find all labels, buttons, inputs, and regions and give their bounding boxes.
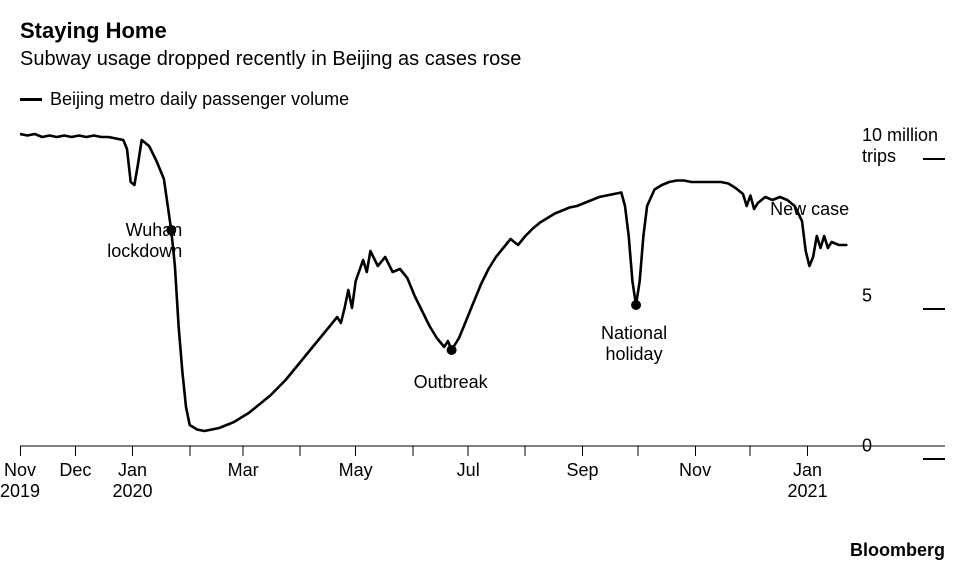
x-tick: Jan2020 xyxy=(112,446,152,502)
chart-svg xyxy=(20,116,945,448)
attribution-label: Bloomberg xyxy=(850,540,945,561)
x-tick-sublabel: 2019 xyxy=(0,481,40,502)
annotation-label: Wuhanlockdown xyxy=(107,220,182,262)
x-tick-mark xyxy=(355,446,356,456)
x-tick: Nov xyxy=(679,446,711,481)
annotation-dot xyxy=(447,345,457,355)
x-tick-label: Nov xyxy=(679,460,711,481)
legend-series-label: Beijing metro daily passenger volume xyxy=(50,89,349,110)
x-tick xyxy=(300,446,301,460)
x-tick: Mar xyxy=(228,446,259,481)
y-axis-label: 10 million trips xyxy=(862,125,945,167)
x-axis: Nov2019DecJan2020MarMayJulSepNovJan2021 xyxy=(20,446,945,516)
annotation-label: Outbreak xyxy=(414,372,488,393)
x-tick-sublabel: 2021 xyxy=(788,481,828,502)
x-tick: May xyxy=(339,446,373,481)
legend-line-swatch xyxy=(20,98,42,101)
y-tick-mark xyxy=(923,158,945,160)
y-tick-mark xyxy=(923,308,945,310)
x-tick: Nov2019 xyxy=(0,446,40,502)
annotation-label: New case xyxy=(770,199,849,220)
chart-subtitle: Subway usage dropped recently in Beijing… xyxy=(20,48,945,71)
annotation-dot xyxy=(631,300,641,310)
x-tick: Dec xyxy=(59,446,91,481)
x-tick xyxy=(637,446,638,460)
x-tick-label: Jan xyxy=(112,460,152,481)
x-tick-mark xyxy=(243,446,244,456)
x-tick-mark xyxy=(189,446,190,456)
x-tick xyxy=(525,446,526,460)
x-tick-label: Jul xyxy=(457,460,480,481)
chart-container: { "title": "Staying Home", "subtitle": "… xyxy=(0,0,965,575)
legend: Beijing metro daily passenger volume xyxy=(20,89,945,110)
annotation-label: Nationalholiday xyxy=(601,323,667,365)
chart-title: Staying Home xyxy=(20,18,945,44)
x-tick xyxy=(750,446,751,460)
x-tick-label: Mar xyxy=(228,460,259,481)
x-tick: Sep xyxy=(567,446,599,481)
x-tick: Jan2021 xyxy=(788,446,828,502)
x-tick-mark xyxy=(750,446,751,456)
x-tick-mark xyxy=(695,446,696,456)
y-axis-label: 5 xyxy=(862,286,872,307)
x-tick-mark xyxy=(582,446,583,456)
x-tick-label: Sep xyxy=(567,460,599,481)
x-tick-mark xyxy=(637,446,638,456)
x-tick-mark xyxy=(412,446,413,456)
x-tick xyxy=(412,446,413,460)
x-tick-label: May xyxy=(339,460,373,481)
x-tick-mark xyxy=(807,446,808,456)
x-tick-mark xyxy=(300,446,301,456)
x-tick-mark xyxy=(132,446,133,456)
x-tick-label: Dec xyxy=(59,460,91,481)
x-tick-label: Nov xyxy=(0,460,40,481)
x-tick: Jul xyxy=(457,446,480,481)
x-tick-label: Jan xyxy=(788,460,828,481)
x-tick xyxy=(189,446,190,460)
x-tick-sublabel: 2020 xyxy=(112,481,152,502)
x-tick-mark xyxy=(75,446,76,456)
x-tick-mark xyxy=(525,446,526,456)
chart-plot-area: 10 million trips50Nov2019DecJan2020MarMa… xyxy=(20,116,945,516)
x-tick-mark xyxy=(468,446,469,456)
x-tick-mark xyxy=(19,446,20,456)
